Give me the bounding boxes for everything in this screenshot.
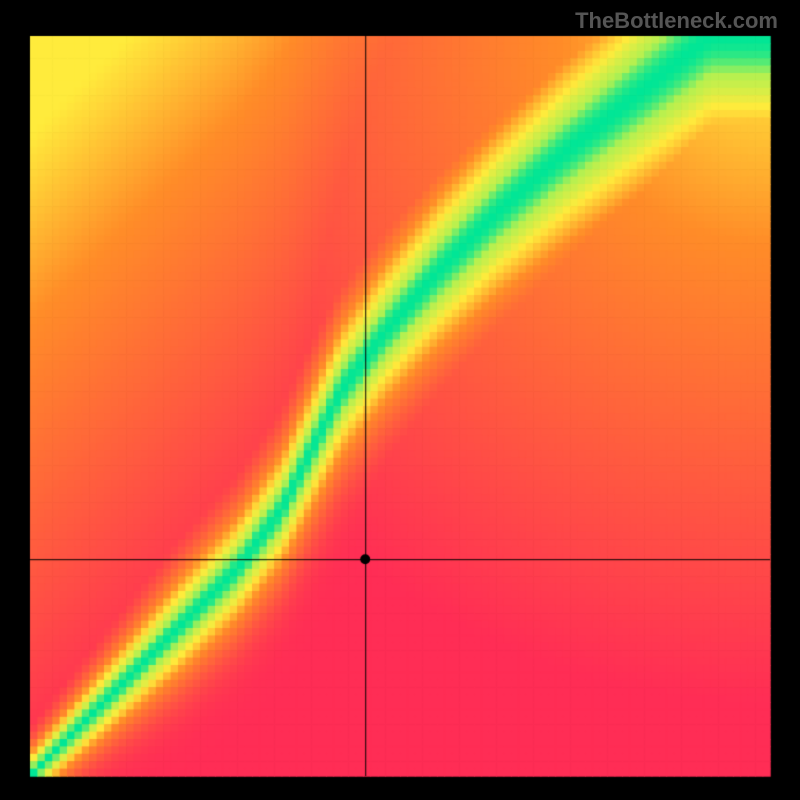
heatmap-canvas xyxy=(0,0,800,800)
chart-container: TheBottleneck.com xyxy=(0,0,800,800)
watermark-text: TheBottleneck.com xyxy=(575,8,778,34)
